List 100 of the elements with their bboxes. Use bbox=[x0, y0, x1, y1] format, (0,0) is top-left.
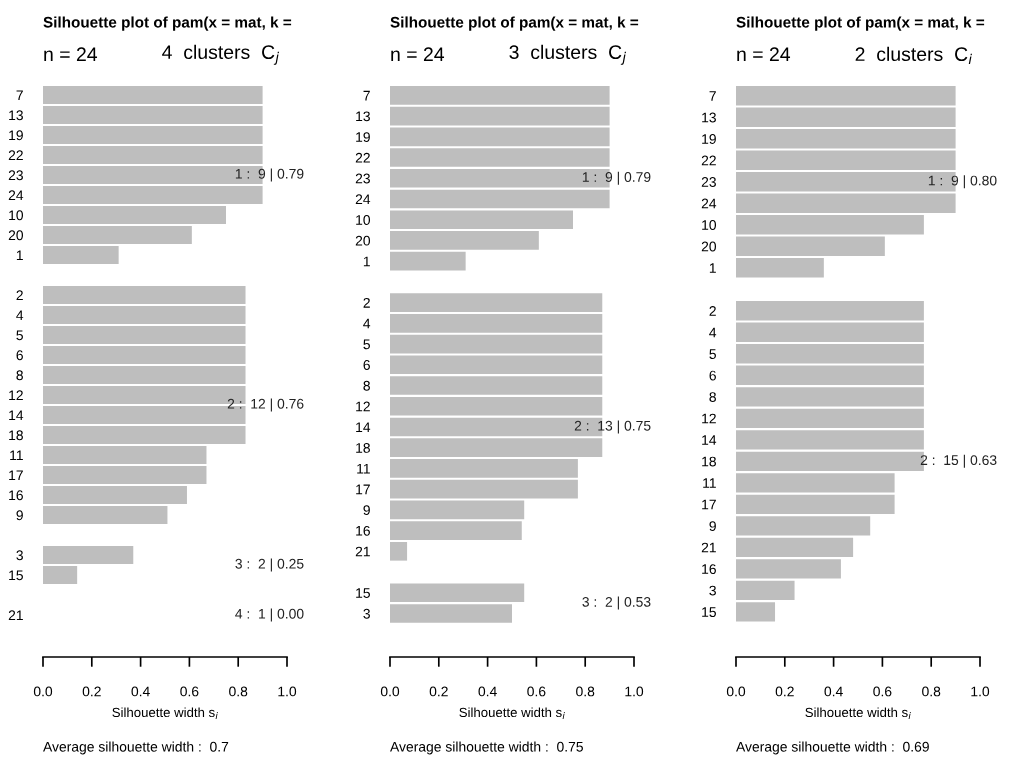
bar bbox=[736, 494, 895, 514]
bar bbox=[390, 210, 573, 230]
y-tick-label: 6 bbox=[363, 360, 370, 370]
y-tick-label: 13 bbox=[356, 111, 370, 122]
bar bbox=[736, 602, 776, 622]
bar bbox=[390, 438, 603, 458]
y-tick-label: 11 bbox=[357, 463, 370, 474]
x-tick-label: 1.0 bbox=[278, 686, 297, 697]
y-tick-label: 20 bbox=[355, 235, 371, 246]
y-tick-label: 17 bbox=[9, 470, 23, 481]
x-tick-label: 1.0 bbox=[971, 686, 990, 697]
x-axis-title: Silhouette width s$_{i}$ bbox=[805, 707, 911, 720]
bar bbox=[736, 86, 956, 106]
y-tick-label: 9 bbox=[709, 521, 716, 531]
y-tick-label: 8 bbox=[709, 392, 716, 402]
y-tick-label: 9 bbox=[363, 505, 370, 516]
bar bbox=[43, 286, 246, 304]
chart-title: Silhouette plot of pam(x = mat, k = bbox=[43, 16, 292, 31]
y-tick-label: 12 bbox=[9, 390, 23, 401]
y-tick-label: 4 bbox=[709, 327, 717, 338]
y-tick-label: 22 bbox=[8, 150, 23, 161]
x-tick-label: 0.8 bbox=[576, 686, 595, 697]
y-tick-label: 19 bbox=[702, 134, 716, 144]
y-tick-label: 3 bbox=[363, 608, 370, 619]
bar bbox=[736, 301, 924, 321]
y-tick-label: 23 bbox=[355, 173, 370, 184]
bar bbox=[43, 546, 134, 564]
chart-title: Silhouette plot of pam(x = mat, k = bbox=[736, 16, 985, 31]
y-tick-label: 22 bbox=[701, 155, 716, 166]
bar bbox=[390, 500, 525, 520]
x-axis-title: Silhouette width s$_{i}$ bbox=[112, 707, 218, 720]
y-tick-label: 14 bbox=[356, 422, 371, 432]
bar bbox=[43, 166, 263, 184]
y-tick-label: 16 bbox=[9, 490, 23, 501]
bar bbox=[390, 231, 539, 250]
bar bbox=[736, 236, 885, 256]
bar bbox=[736, 473, 895, 493]
y-tick-label: 24 bbox=[701, 198, 717, 209]
text: 4 clusters C$_{j}$ bbox=[162, 44, 280, 65]
y-tick-label: 14 bbox=[9, 410, 24, 421]
x-tick-label: 0.8 bbox=[229, 686, 248, 697]
y-tick-label: 22 bbox=[355, 152, 370, 163]
annotation: 2 : 13 | 0.75 bbox=[574, 420, 651, 434]
bar bbox=[390, 251, 466, 271]
annotation: 2 : 15 | 0.63 bbox=[920, 454, 997, 468]
y-tick-label: 21 bbox=[355, 546, 370, 557]
y-tick-label: 2 bbox=[363, 297, 370, 308]
bar bbox=[390, 541, 408, 561]
bar bbox=[390, 148, 610, 167]
y-tick-label: 4 bbox=[16, 310, 24, 321]
chart-subtitle: n = 24 bbox=[737, 47, 791, 61]
bar bbox=[43, 86, 263, 104]
y-tick-label: 3 bbox=[709, 585, 716, 596]
bar bbox=[736, 516, 871, 536]
x-tick-label: 0.2 bbox=[429, 686, 448, 697]
bar bbox=[736, 430, 924, 450]
y-tick-label: 1 bbox=[709, 263, 716, 273]
bar bbox=[43, 506, 168, 524]
x-tick-label: 0.6 bbox=[527, 686, 546, 697]
annotation: 1 : 9 | 0.80 bbox=[928, 175, 997, 189]
y-tick-label: 9 bbox=[16, 510, 23, 521]
bar bbox=[736, 150, 956, 170]
text: 3 clusters C$_{j}$ bbox=[509, 44, 627, 65]
x-tick-label: 0.6 bbox=[180, 686, 199, 697]
bar bbox=[736, 215, 924, 235]
bar bbox=[390, 583, 525, 603]
bar bbox=[736, 322, 924, 342]
y-tick-label: 17 bbox=[356, 484, 370, 495]
y-tick-label: 24 bbox=[8, 190, 24, 201]
bar bbox=[43, 366, 246, 384]
bar bbox=[390, 293, 603, 312]
y-tick-label: 18 bbox=[9, 430, 23, 441]
y-tick-label: 6 bbox=[709, 370, 716, 381]
bar bbox=[43, 226, 192, 244]
bar bbox=[736, 580, 795, 601]
y-tick-label: 3 bbox=[16, 550, 23, 561]
bar bbox=[390, 314, 603, 333]
annotation: 3 : 2 | 0.53 bbox=[582, 596, 651, 610]
bar bbox=[390, 604, 512, 623]
annotation: 4 : 1 | 0.00 bbox=[235, 608, 304, 622]
bar bbox=[43, 426, 246, 444]
y-tick-label: 19 bbox=[356, 132, 370, 142]
y-tick-label: 21 bbox=[701, 542, 716, 553]
x-tick-label: 0.0 bbox=[33, 686, 53, 697]
y-tick-label: 10 bbox=[356, 215, 371, 225]
y-tick-label: 23 bbox=[8, 170, 23, 181]
annotation: 1 : 9 | 0.79 bbox=[582, 171, 651, 185]
x-tick-label: 0.2 bbox=[82, 686, 101, 697]
y-tick-label: 4 bbox=[363, 318, 371, 329]
y-tick-label: 5 bbox=[16, 330, 23, 341]
bar bbox=[390, 334, 603, 354]
bar bbox=[43, 446, 207, 464]
x-tick-label: 0.4 bbox=[478, 686, 497, 697]
text: Average silhouette width : 0.69 bbox=[736, 741, 929, 755]
bar bbox=[390, 127, 610, 147]
y-tick-label: 11 bbox=[10, 450, 23, 461]
y-tick-label: 5 bbox=[709, 349, 716, 359]
chart-subtitle: n = 24 bbox=[44, 47, 98, 61]
y-tick-label: 12 bbox=[356, 401, 370, 412]
bar bbox=[390, 168, 610, 188]
